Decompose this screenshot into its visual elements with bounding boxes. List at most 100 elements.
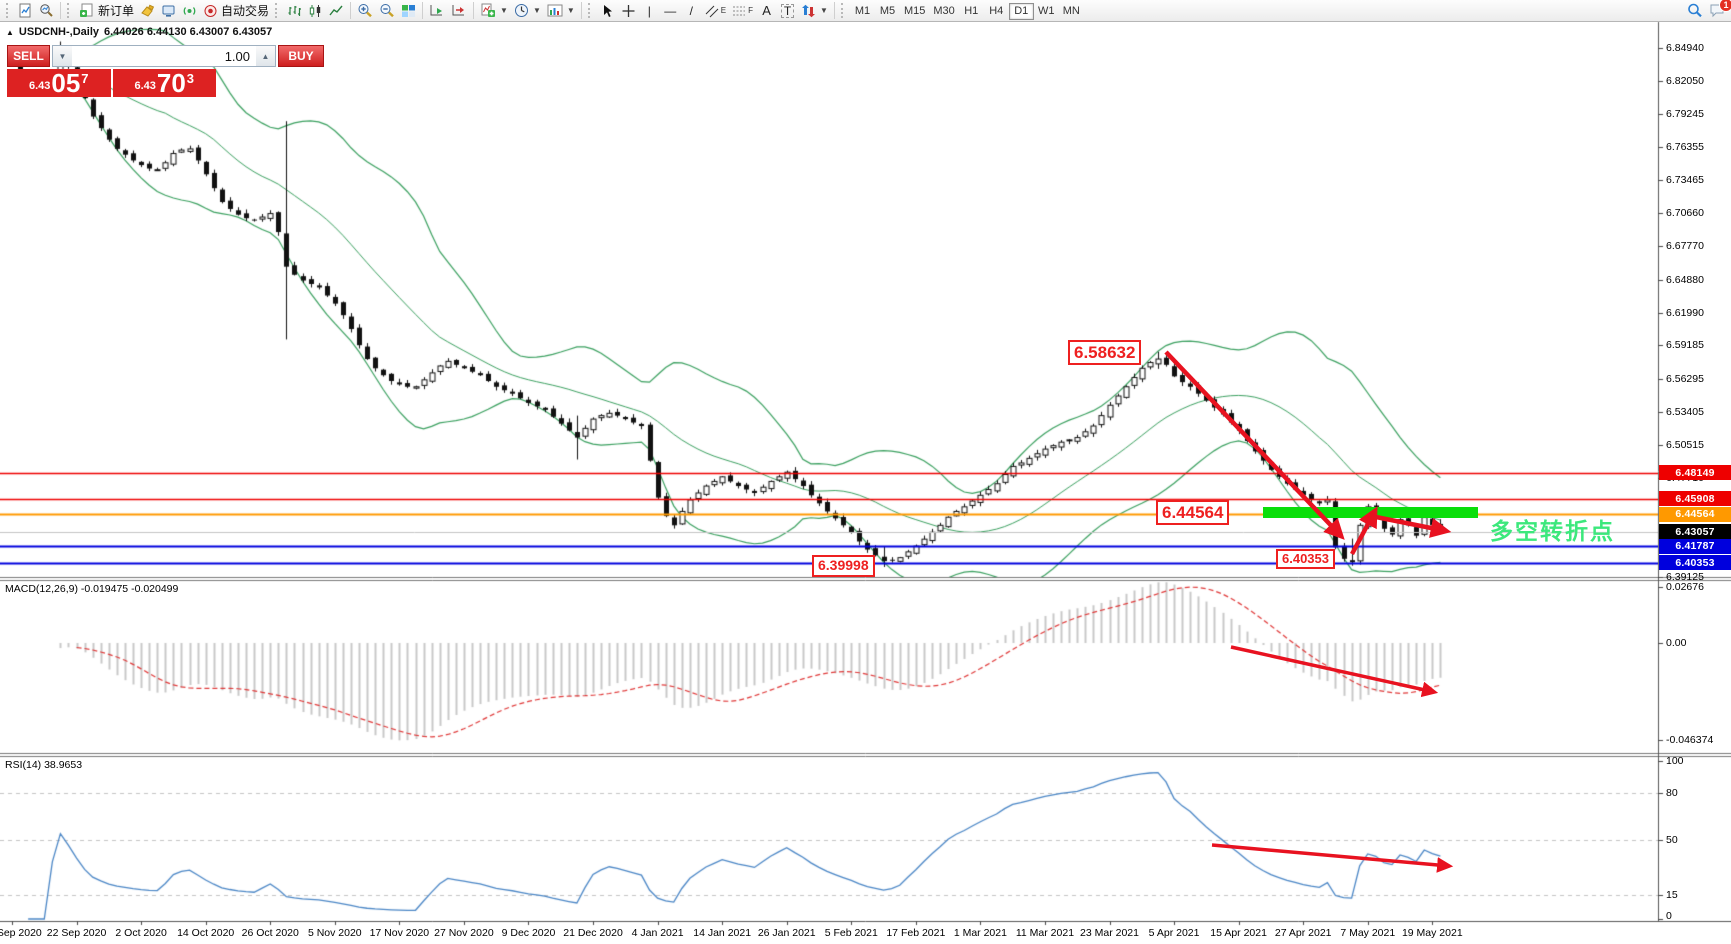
timeframe-button-M5[interactable]: M5 (875, 3, 900, 20)
algo-trading-icon (204, 4, 217, 17)
timeframe-group: M1 M5 M15 M30 H1 H4 D1 W1 MN (850, 1, 1084, 20)
sell-price-display[interactable]: 6.43 05 7 (7, 69, 111, 97)
timeframe-button-W1[interactable]: W1 (1034, 3, 1059, 20)
tile-windows-button[interactable] (398, 1, 419, 20)
indicators-dropdown-caret[interactable]: ▼ (500, 6, 508, 15)
date-tick-label: 19 May 2021 (1401, 927, 1463, 939)
timeframe-button-M1[interactable]: M1 (850, 3, 875, 20)
new-chart-button[interactable] (15, 1, 36, 20)
buy-price-display[interactable]: 6.43 70 3 (112, 69, 216, 97)
indicators-icon (481, 3, 496, 17)
auto-scroll-button[interactable] (426, 1, 448, 20)
horizontal-line-icon: — (664, 3, 677, 18)
chat-button[interactable]: 1 (1706, 0, 1731, 20)
toolbar-grip[interactable] (587, 3, 594, 18)
channel-tool-button[interactable]: E (702, 1, 729, 20)
vps-button[interactable] (158, 1, 179, 20)
price-tick-label: 6.64880 (1666, 273, 1704, 286)
fibonacci-tool-button[interactable]: F (729, 1, 756, 20)
toolbar-grip[interactable] (67, 3, 73, 18)
chart-shift-icon (452, 5, 465, 16)
collapse-panel-arrow[interactable]: ▲ (6, 27, 14, 37)
date-tick-label: 11 Mar 2021 (1015, 927, 1075, 939)
date-tick-label: 15 Apr 2021 (1210, 927, 1267, 939)
price-tick-label: 6.70660 (1666, 206, 1704, 219)
deposit-button[interactable] (137, 1, 158, 20)
date-tick-label: 27 Apr 2021 (1274, 927, 1332, 939)
bar-chart-mode-button[interactable] (284, 1, 305, 20)
volume-decrease-button[interactable]: ▼ (53, 46, 72, 66)
date-tick-label: 10 Sep 2020 (0, 927, 42, 939)
timeframe-button-H4[interactable]: H4 (984, 3, 1009, 20)
toolbar-grip[interactable] (840, 3, 847, 18)
trendline-tool-button[interactable]: / (681, 1, 702, 20)
timeframe-button-M15[interactable]: M15 (900, 3, 929, 20)
zoom-out-button[interactable] (376, 1, 398, 20)
price-tick-label: 6.84940 (1666, 42, 1704, 54)
text-tool-button[interactable]: A (756, 1, 777, 20)
date-tick-label: 23 Mar 2021 (1080, 927, 1139, 939)
algo-trading-button[interactable]: 自动交易 (200, 1, 272, 20)
date-tick-label: 26 Jan 2021 (757, 927, 816, 939)
timeframe-button-M30[interactable]: M30 (929, 3, 958, 20)
zoom-in-button[interactable] (354, 1, 376, 20)
vps-icon (162, 5, 175, 17)
date-tick-label: 17 Nov 2020 (369, 927, 430, 939)
templates-dropdown-caret[interactable]: ▼ (566, 6, 575, 15)
timeframe-button-MN[interactable]: MN (1059, 3, 1084, 20)
line-chart-mode-button[interactable] (326, 1, 347, 20)
horizontal-line-tool-button[interactable]: — (660, 1, 681, 20)
price-tick-label: 6.76355 (1666, 141, 1704, 154)
pivot-annotation-text: 多空转折点 (1490, 518, 1615, 544)
date-tick-label: 22 Sep 2020 (46, 927, 107, 939)
price-tick-label: 6.59185 (1666, 339, 1704, 352)
equidistant-channel-icon (705, 5, 719, 17)
price-tick-label: 6.67770 (1666, 240, 1704, 253)
toolbar: 新订单 自动交易 (0, 0, 1731, 22)
toolbar-grip[interactable] (6, 3, 12, 18)
price-badge: 6.44564 (1659, 506, 1731, 522)
chart-profiles-button[interactable] (36, 1, 57, 20)
algo-trading-label: 自动交易 (221, 4, 270, 18)
one-click-trading-panel: SELL ▼ ▲ BUY 6.43 05 7 6.43 70 3 (7, 45, 324, 97)
line-chart-icon (329, 5, 343, 15)
cursor-tool-button[interactable] (597, 1, 618, 20)
chart-shift-button[interactable] (448, 1, 470, 20)
price-tick-label: 6.50515 (1666, 439, 1704, 452)
price-tick-label: 6.56295 (1666, 372, 1704, 385)
price-annotation-flag: 6.58632 (1068, 340, 1142, 366)
date-tick-label: 27 Nov 2020 (434, 927, 494, 939)
periods-button[interactable]: ▼ (511, 1, 544, 20)
rsi-tick-label: 80 (1666, 786, 1678, 799)
arrows-dropdown-caret[interactable]: ▼ (820, 6, 828, 15)
timeframe-button-H1[interactable]: H1 (959, 3, 984, 20)
text-label-tool-button[interactable]: T (777, 1, 798, 20)
volume-increase-button[interactable]: ▲ (256, 46, 275, 66)
templates-button[interactable]: ▼ (544, 1, 578, 20)
templates-icon (547, 4, 563, 16)
sell-button[interactable]: SELL (7, 45, 50, 67)
symbol-period-label: USDCNH-,Daily (18, 26, 99, 38)
periods-dropdown-caret[interactable]: ▼ (532, 6, 541, 15)
volume-input[interactable] (72, 46, 256, 66)
deposit-icon (141, 4, 155, 17)
signals-button[interactable] (179, 1, 200, 20)
toolbar-grip[interactable] (275, 3, 281, 18)
search-button[interactable] (1684, 1, 1706, 20)
rsi-tick-label: 100 (1666, 755, 1684, 767)
vertical-line-tool-button[interactable]: | (639, 1, 660, 20)
date-tick-label: 17 Feb 2021 (886, 927, 946, 939)
candlestick-mode-button[interactable] (305, 1, 326, 20)
arrows-tool-button[interactable]: ▼ (798, 1, 831, 20)
zoom-in-icon (358, 4, 372, 18)
rsi-tick-label: 0 (1666, 910, 1672, 922)
crosshair-tool-button[interactable] (618, 1, 639, 20)
sell-price-prefix: 6.43 (28, 80, 51, 92)
price-tick-label: 6.82050 (1666, 75, 1704, 88)
timeframe-button-D1[interactable]: D1 (1008, 2, 1034, 20)
indicators-button[interactable]: ▼ (477, 1, 511, 20)
date-tick-label: 26 Oct 2020 (241, 927, 299, 939)
new-order-button[interactable]: 新订单 (76, 1, 137, 20)
buy-button[interactable]: BUY (278, 45, 324, 67)
